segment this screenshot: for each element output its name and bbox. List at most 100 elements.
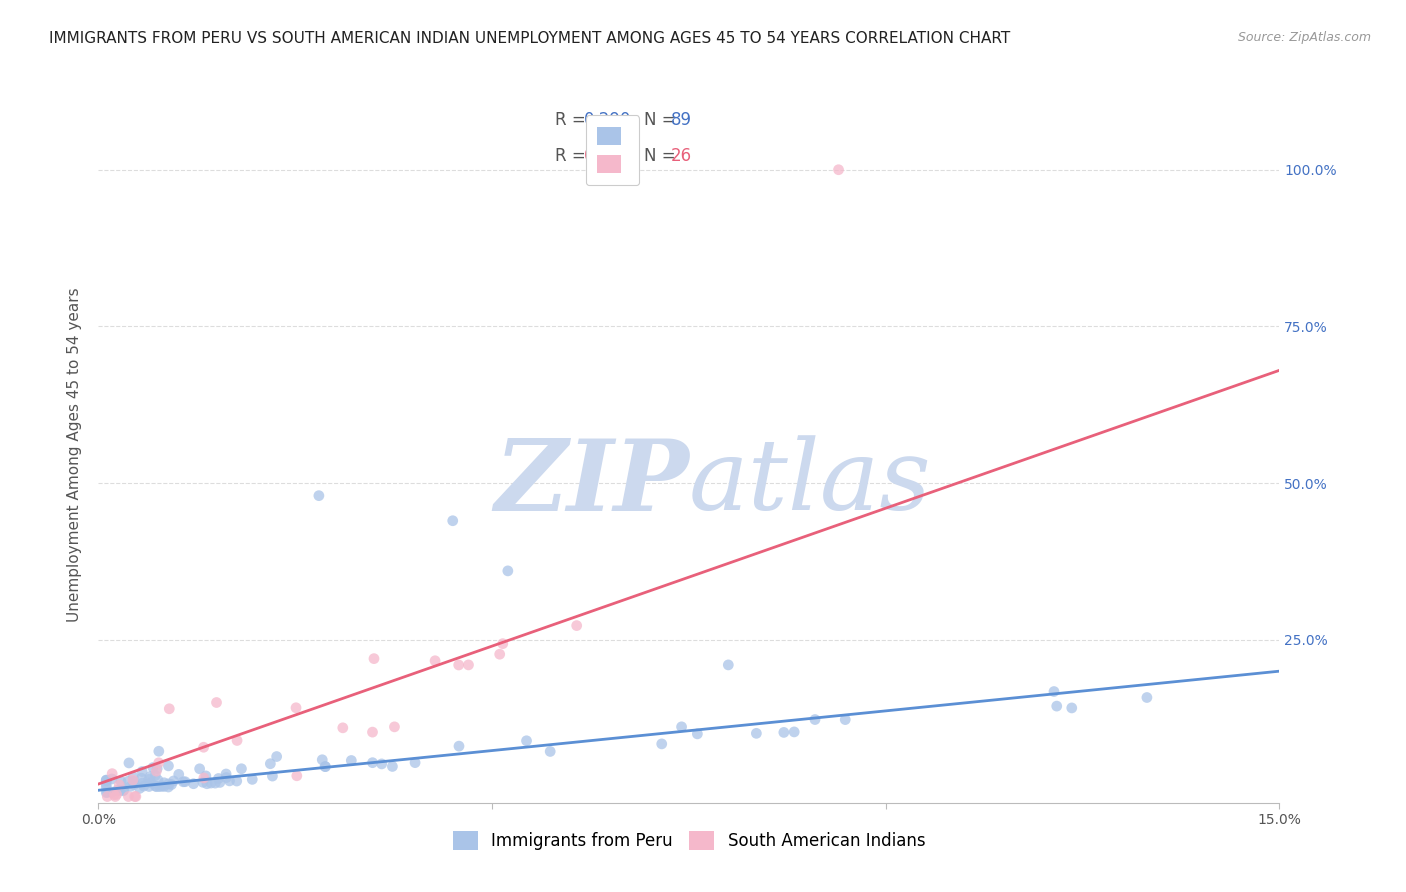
Point: [183, 777, 205, 791]
Text: N =: N =: [644, 147, 681, 165]
Point: [131, 776, 153, 790]
Point: [105, 783, 128, 797]
Point: [441, 514, 464, 528]
Point: [308, 489, 330, 503]
Text: R =: R =: [555, 147, 592, 165]
Point: [381, 759, 404, 773]
Point: [361, 725, 384, 739]
Point: [1043, 684, 1066, 698]
Point: [108, 783, 131, 797]
Text: IMMIGRANTS FROM PERU VS SOUTH AMERICAN INDIAN UNEMPLOYMENT AMONG AGES 45 TO 54 Y: IMMIGRANTS FROM PERU VS SOUTH AMERICAN I…: [49, 31, 1011, 46]
Point: [104, 789, 127, 804]
Point: [153, 776, 176, 790]
Point: [651, 737, 673, 751]
Point: [215, 771, 238, 785]
Point: [96, 780, 118, 794]
Point: [157, 780, 180, 794]
Point: [96, 773, 118, 788]
Point: [145, 780, 167, 794]
Point: [565, 618, 588, 632]
Point: [174, 774, 197, 789]
Point: [112, 784, 135, 798]
Point: [172, 774, 194, 789]
Point: [340, 754, 363, 768]
Point: [745, 726, 768, 740]
Point: [139, 776, 162, 790]
Point: [370, 756, 392, 771]
Point: [827, 162, 849, 177]
Point: [122, 778, 145, 792]
Point: [240, 772, 263, 787]
Point: [96, 777, 118, 791]
Point: [96, 789, 118, 804]
Point: [120, 780, 142, 794]
Text: 0.290: 0.290: [583, 112, 631, 129]
Point: [153, 780, 176, 794]
Point: [131, 764, 153, 779]
Point: [488, 647, 510, 661]
Point: [285, 769, 308, 783]
Point: [361, 756, 384, 770]
Point: [311, 753, 333, 767]
Point: [110, 774, 132, 789]
Point: [215, 767, 238, 781]
Point: [515, 733, 537, 747]
Point: [225, 774, 247, 789]
Point: [105, 788, 128, 802]
Point: [101, 766, 124, 780]
Text: 0.783: 0.783: [583, 147, 631, 165]
Point: [139, 769, 162, 783]
Y-axis label: Unemployment Among Ages 45 to 54 years: Unemployment Among Ages 45 to 54 years: [67, 287, 83, 623]
Point: [671, 720, 693, 734]
Point: [315, 759, 337, 773]
Point: [204, 776, 226, 790]
Point: [138, 780, 160, 794]
Point: [128, 781, 150, 796]
Point: [101, 772, 124, 786]
Point: [145, 779, 167, 793]
Point: [259, 756, 281, 771]
Point: [1136, 690, 1159, 705]
Text: N =: N =: [644, 112, 681, 129]
Point: [363, 651, 385, 665]
Point: [332, 721, 354, 735]
Point: [193, 771, 215, 785]
Point: [125, 789, 148, 804]
Point: [132, 779, 155, 793]
Point: [96, 786, 118, 800]
Point: [138, 772, 160, 787]
Point: [783, 725, 806, 739]
Point: [143, 768, 166, 782]
Point: [447, 657, 470, 672]
Point: [404, 756, 426, 770]
Point: [117, 789, 139, 804]
Point: [146, 773, 169, 788]
Point: [195, 777, 218, 791]
Point: [496, 564, 519, 578]
Point: [148, 756, 170, 770]
Point: [194, 769, 217, 783]
Point: [457, 657, 479, 672]
Point: [167, 767, 190, 781]
Point: [97, 785, 120, 799]
Point: [226, 733, 249, 747]
Point: [686, 727, 709, 741]
Point: [207, 772, 229, 786]
Text: Source: ZipAtlas.com: Source: ZipAtlas.com: [1237, 31, 1371, 45]
Point: [124, 789, 146, 804]
Point: [231, 762, 253, 776]
Point: [96, 773, 118, 788]
Point: [492, 637, 515, 651]
Point: [96, 773, 118, 788]
Point: [423, 654, 446, 668]
Point: [262, 769, 284, 783]
Text: 89: 89: [671, 112, 692, 129]
Point: [157, 702, 180, 716]
Point: [108, 778, 131, 792]
Point: [804, 713, 827, 727]
Point: [218, 773, 240, 788]
Point: [834, 713, 856, 727]
Text: ZIP: ZIP: [494, 434, 689, 531]
Point: [1046, 699, 1069, 714]
Point: [122, 770, 145, 784]
